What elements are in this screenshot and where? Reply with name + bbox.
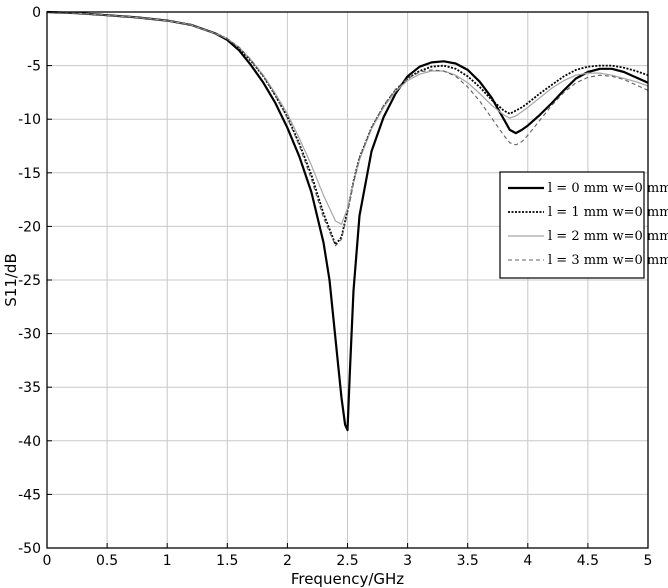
legend-label: l = 2 mm w=0 mm — [548, 229, 668, 244]
y-tick-label: -10 — [18, 112, 41, 128]
x-tick-label: 2 — [283, 553, 292, 569]
x-tick-label: 5 — [644, 553, 653, 569]
y-tick-label: -15 — [18, 166, 41, 182]
x-tick-label: 4.5 — [577, 553, 599, 569]
series-line-3 — [46, 11, 649, 225]
y-tick-label: 0 — [32, 5, 41, 21]
y-tick-label: -35 — [18, 380, 41, 396]
y-tick-label: -45 — [18, 487, 41, 503]
legend-label: l = 1 mm w=0 mm — [548, 205, 668, 220]
y-tick-label: -5 — [27, 59, 41, 75]
x-tick-label: 0 — [43, 553, 52, 569]
x-tick-label: 3 — [403, 553, 412, 569]
y-tick-label: -20 — [18, 219, 41, 235]
x-tick-label: 0.5 — [96, 553, 118, 569]
x-tick-label: 3.5 — [457, 553, 479, 569]
legend-label: l = 3 mm w=0 mm — [548, 253, 668, 268]
x-axis-label: Frequency/GHz — [291, 570, 404, 588]
x-tick-label: 1 — [163, 553, 172, 569]
legend: l = 0 mm w=0 mm l = 1 mm w=0 mm l = 2 mm w… — [499, 171, 668, 279]
y-tick-label: -30 — [18, 327, 41, 343]
x-tick-label: 1.5 — [216, 553, 238, 569]
series-line-1 — [46, 10, 649, 432]
y-tick-label: -25 — [18, 273, 41, 289]
plot-frame — [46, 11, 649, 549]
x-tick-label: 4 — [523, 553, 532, 569]
legend-label: l = 0 mm w=0 mm — [548, 181, 668, 196]
x-tick-label: 2.5 — [336, 553, 358, 569]
series-line-4 — [46, 11, 649, 247]
y-tick-label: -40 — [18, 434, 41, 450]
series-group — [46, 10, 649, 432]
y-tick-label: -50 — [18, 541, 41, 557]
y-axis-label: S11/dB — [2, 253, 20, 306]
tick-labels: 0 0.5 1 1.5 2 2.5 3 3.5 4 4.5 5 0 -5 -10 -15 -20 -25 -30 -… — [18, 5, 652, 569]
